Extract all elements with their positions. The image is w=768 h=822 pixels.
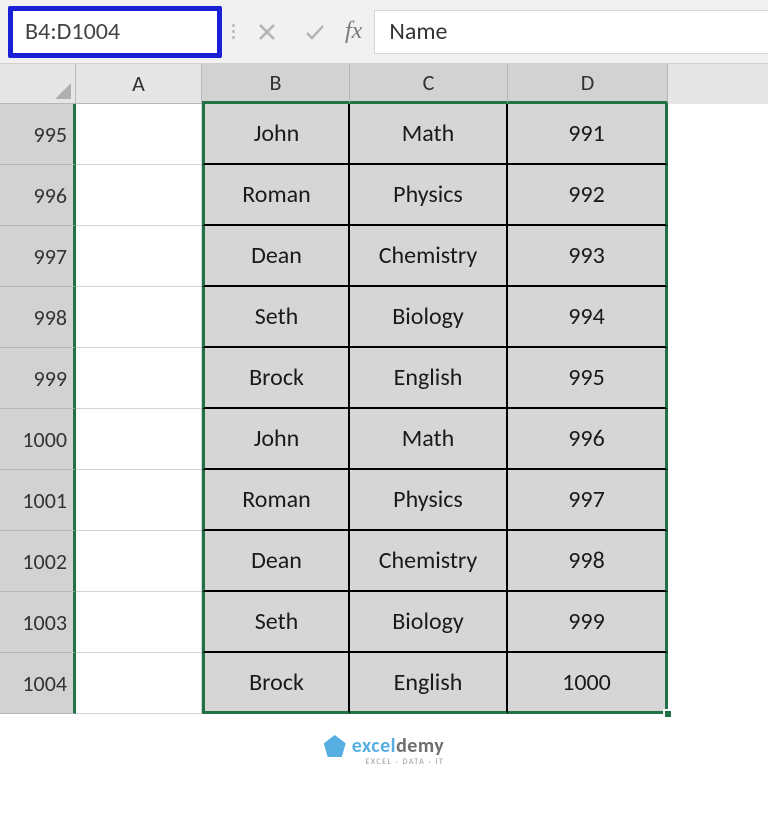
cell[interactable]: Seth xyxy=(202,287,350,348)
column-header-C[interactable]: C xyxy=(350,64,508,104)
formula-input[interactable] xyxy=(374,10,768,54)
formula-bar: fx xyxy=(0,0,768,64)
cell[interactable]: Physics xyxy=(350,470,508,531)
watermark-text-1: excel xyxy=(352,734,396,758)
table-row: 1001 RomanPhysics997 xyxy=(0,470,768,531)
cell[interactable]: Roman xyxy=(202,470,350,531)
cell[interactable]: John xyxy=(202,409,350,470)
cell[interactable]: Physics xyxy=(350,165,508,226)
cell[interactable]: Chemistry xyxy=(350,226,508,287)
cell[interactable]: English xyxy=(350,653,508,714)
cell[interactable] xyxy=(76,165,202,226)
cell[interactable]: 996 xyxy=(508,409,668,470)
select-all-triangle[interactable] xyxy=(0,64,76,104)
column-header-A[interactable]: A xyxy=(76,64,202,104)
row-header[interactable]: 997 xyxy=(0,226,76,287)
cell[interactable]: 998 xyxy=(508,531,668,592)
cell[interactable]: 991 xyxy=(508,104,668,165)
cell[interactable]: 999 xyxy=(508,592,668,653)
row-header[interactable]: 995 xyxy=(0,104,76,165)
row-header[interactable]: 998 xyxy=(0,287,76,348)
table-row: 1004 BrockEnglish1000 xyxy=(0,653,768,714)
enter-formula-button[interactable] xyxy=(291,8,339,56)
table-row: 1002 DeanChemistry998 xyxy=(0,531,768,592)
table-row: 995 JohnMath991 xyxy=(0,104,768,165)
cell[interactable] xyxy=(76,470,202,531)
table-row: 1000 JohnMath996 xyxy=(0,409,768,470)
name-box-highlight xyxy=(8,6,222,58)
cell[interactable] xyxy=(76,226,202,287)
cell[interactable]: Biology xyxy=(350,592,508,653)
table-row: 997 DeanChemistry993 xyxy=(0,226,768,287)
cell[interactable]: Dean xyxy=(202,531,350,592)
table-row: 998 SethBiology994 xyxy=(0,287,768,348)
cell[interactable]: 992 xyxy=(508,165,668,226)
table-row: 1003 SethBiology999 xyxy=(0,592,768,653)
watermark-icon xyxy=(324,735,346,757)
cell[interactable] xyxy=(76,409,202,470)
cell[interactable] xyxy=(76,287,202,348)
column-header-row: ABCD xyxy=(0,64,768,104)
cell[interactable]: Math xyxy=(350,104,508,165)
cell[interactable] xyxy=(76,592,202,653)
cell[interactable]: English xyxy=(350,348,508,409)
row-header[interactable]: 1004 xyxy=(0,653,76,714)
table-row: 996 RomanPhysics992 xyxy=(0,165,768,226)
selection-fill-handle[interactable] xyxy=(663,709,673,719)
formula-bar-resize-handle[interactable] xyxy=(222,24,243,39)
cell[interactable]: 993 xyxy=(508,226,668,287)
watermark-text-2: demy xyxy=(396,734,444,758)
row-header[interactable]: 1001 xyxy=(0,470,76,531)
name-box[interactable] xyxy=(15,13,215,51)
column-header-D[interactable]: D xyxy=(508,64,668,104)
cell[interactable]: Chemistry xyxy=(350,531,508,592)
cell[interactable]: 995 xyxy=(508,348,668,409)
fx-label[interactable]: fx xyxy=(339,18,374,45)
cell[interactable]: 997 xyxy=(508,470,668,531)
watermark-subtext: EXCEL · DATA · IT xyxy=(365,757,444,767)
cell[interactable]: Brock xyxy=(202,348,350,409)
spreadsheet-grid: ABCD 995JohnMath991996RomanPhysics992997… xyxy=(0,64,768,714)
cell[interactable]: John xyxy=(202,104,350,165)
cell[interactable]: Biology xyxy=(350,287,508,348)
cell[interactable] xyxy=(76,348,202,409)
cell[interactable]: 994 xyxy=(508,287,668,348)
row-header[interactable]: 996 xyxy=(0,165,76,226)
row-header[interactable]: 1003 xyxy=(0,592,76,653)
cancel-formula-button[interactable] xyxy=(243,8,291,56)
row-header[interactable]: 1000 xyxy=(0,409,76,470)
cell[interactable]: Dean xyxy=(202,226,350,287)
cell[interactable] xyxy=(76,653,202,714)
cell[interactable] xyxy=(76,531,202,592)
watermark: excel demy EXCEL · DATA · IT xyxy=(324,734,445,758)
cell[interactable] xyxy=(76,104,202,165)
cell[interactable]: 1000 xyxy=(508,653,668,714)
cell[interactable]: Brock xyxy=(202,653,350,714)
column-header-B[interactable]: B xyxy=(202,64,350,104)
cell[interactable]: Seth xyxy=(202,592,350,653)
cell[interactable]: Math xyxy=(350,409,508,470)
cell[interactable]: Roman xyxy=(202,165,350,226)
row-header[interactable]: 999 xyxy=(0,348,76,409)
row-header[interactable]: 1002 xyxy=(0,531,76,592)
table-row: 999 BrockEnglish995 xyxy=(0,348,768,409)
